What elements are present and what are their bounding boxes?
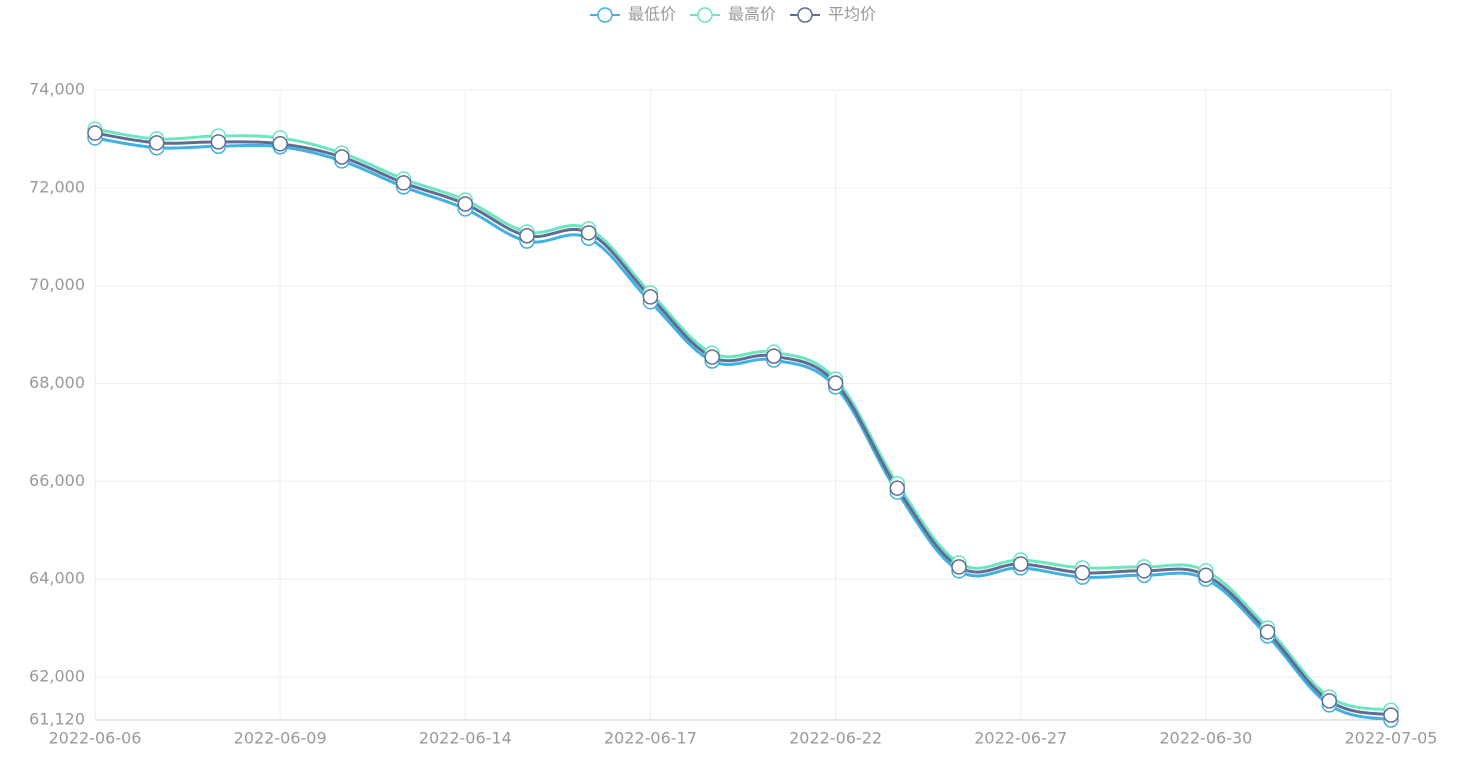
- data-point: [704, 349, 720, 365]
- data-point: [766, 348, 782, 364]
- legend-icon: [797, 7, 813, 23]
- series-line: [94, 127, 1392, 712]
- y-tick-label: 68,000: [29, 373, 85, 392]
- legend: 最低价 最高价 平均价: [590, 5, 876, 24]
- legend-label: 最高价: [728, 5, 776, 24]
- legend-label: 平均价: [828, 5, 876, 24]
- data-point: [210, 134, 227, 150]
- data-point: [1012, 556, 1029, 572]
- x-tick-label: 2022-06-17: [604, 729, 697, 748]
- data-point: [1259, 624, 1276, 640]
- data-point: [642, 289, 659, 305]
- data-point: [334, 149, 350, 165]
- y-tick-label: 64,000: [29, 569, 85, 588]
- legend-label: 最低价: [628, 5, 676, 24]
- data-point: [580, 225, 597, 241]
- x-tick-label: 2022-06-14: [419, 729, 512, 748]
- x-tick-label: 2022-06-22: [789, 729, 882, 748]
- y-tick-label: 74,000: [29, 80, 85, 99]
- data-point: [87, 125, 103, 141]
- x-tick-label: 2022-06-06: [49, 729, 142, 748]
- data-point: [457, 196, 474, 212]
- data-point: [1074, 565, 1091, 581]
- data-point: [951, 559, 967, 575]
- x-tick-label: 2022-06-30: [1159, 729, 1252, 748]
- legend-icon: [697, 7, 713, 23]
- data-point: [1383, 707, 1399, 723]
- series-line: [94, 131, 1392, 717]
- data-point: [395, 175, 412, 191]
- data-point: [272, 136, 288, 152]
- x-tick-label: 2022-06-09: [234, 729, 327, 748]
- data-point: [1321, 693, 1338, 709]
- data-point: [827, 375, 844, 391]
- data-point: [1136, 563, 1152, 579]
- y-tick-label: 70,000: [29, 275, 85, 294]
- legend-icon: [597, 7, 613, 23]
- data-point: [889, 480, 906, 496]
- y-tick-label: 66,000: [29, 471, 85, 490]
- data-point: [1198, 567, 1214, 583]
- y-tick-label: 61,120: [29, 710, 85, 729]
- data-point: [519, 228, 535, 244]
- x-tick-label: 2022-07-05: [1345, 729, 1438, 748]
- y-tick-label: 62,000: [29, 666, 85, 685]
- x-tick-label: 2022-06-27: [974, 729, 1067, 748]
- series-line: [94, 136, 1392, 722]
- y-tick-label: 72,000: [29, 177, 85, 196]
- data-point: [148, 135, 165, 151]
